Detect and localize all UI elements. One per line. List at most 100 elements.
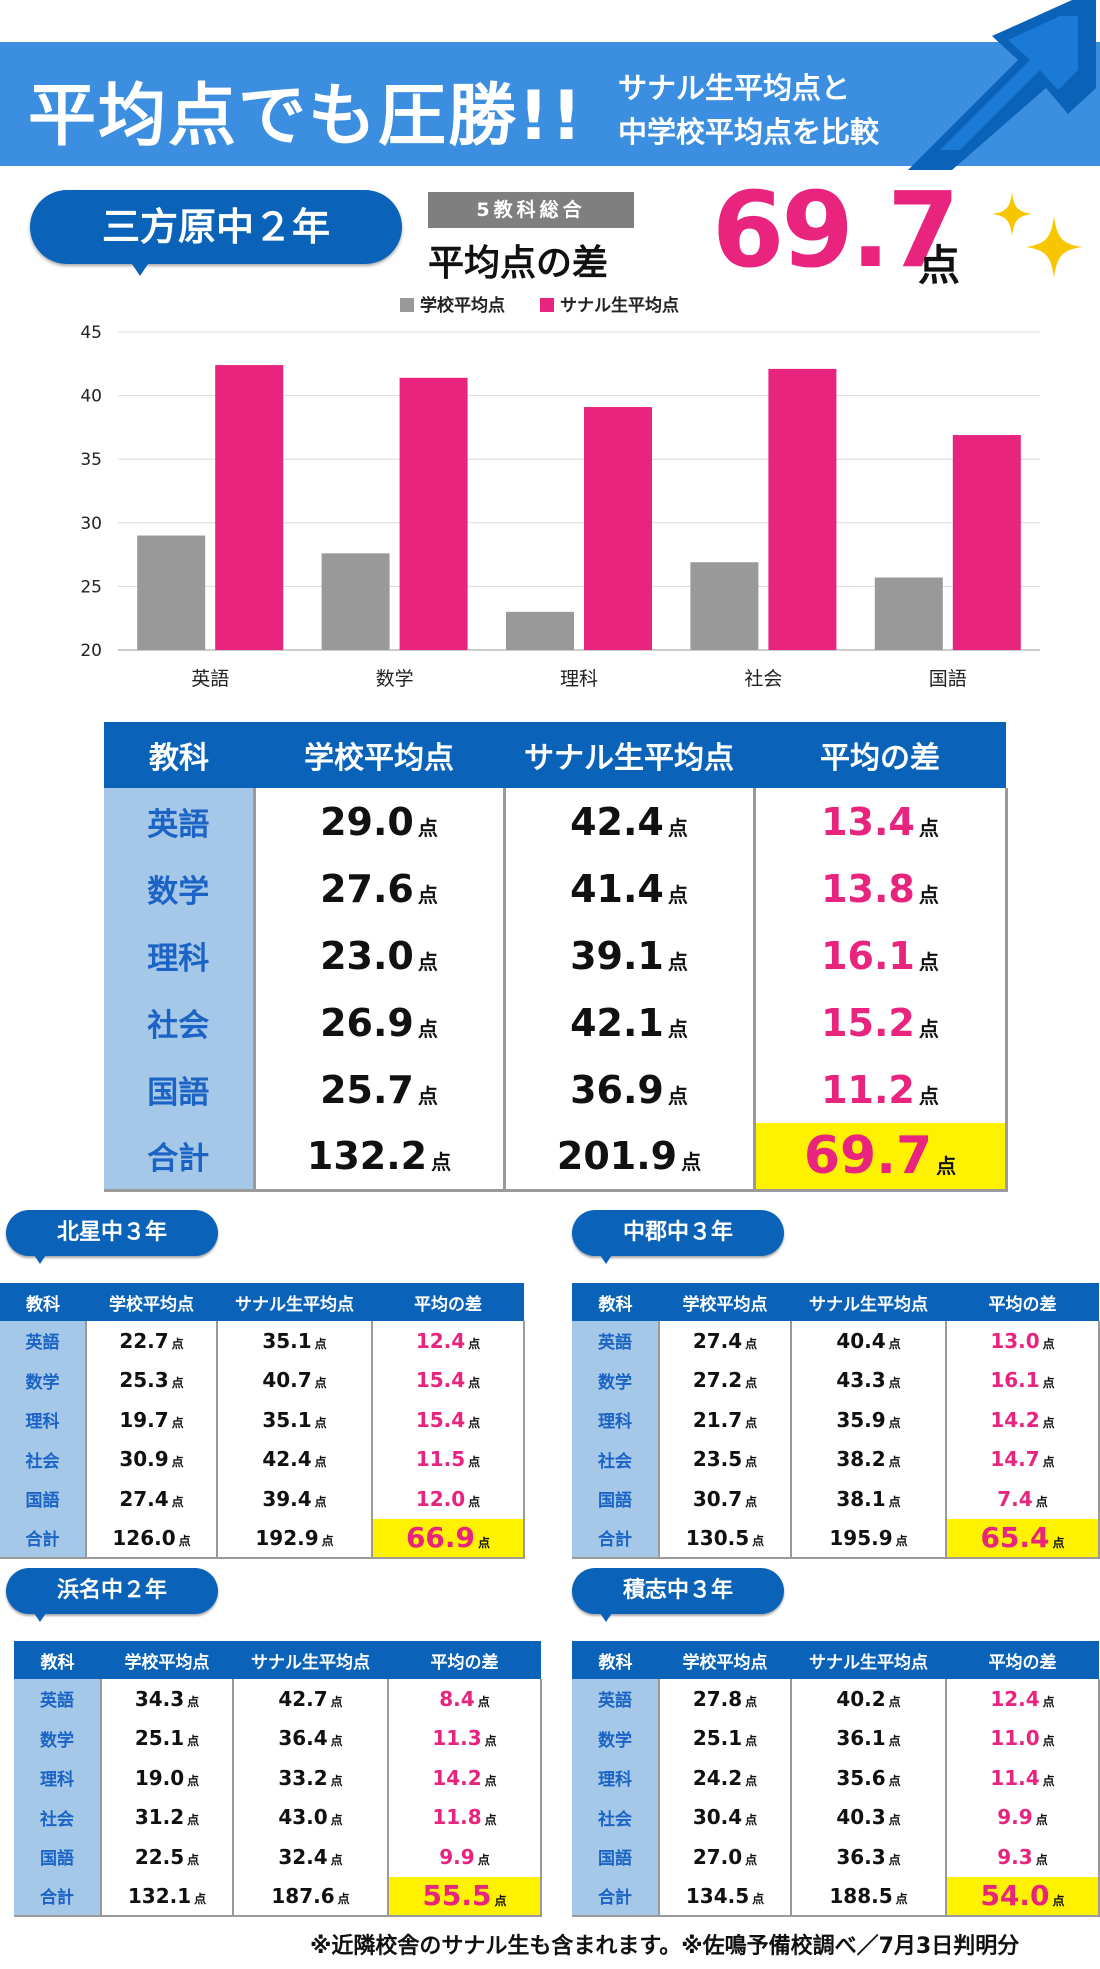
school-table-header: サナル生平均点 — [233, 1641, 388, 1679]
score-unit: 点 — [187, 1852, 200, 1867]
score-cell: 30.7 点 — [659, 1479, 792, 1519]
legend-label-1: サナル生平均点 — [560, 295, 679, 316]
score-unit: 点 — [314, 1336, 327, 1351]
score-value: 12.4 — [415, 1328, 466, 1353]
score-cell: 201.9 点 — [504, 1123, 756, 1192]
school-table-header: 学校平均点 — [86, 1283, 217, 1321]
score-value: 11.0 — [990, 1726, 1040, 1751]
score-value: 35.1 — [262, 1407, 312, 1432]
subject-cell: 社会 — [104, 989, 256, 1056]
score-cell: 19.7 点 — [86, 1400, 218, 1440]
score-value: 126.0 — [112, 1525, 176, 1550]
score-unit: 点 — [745, 1773, 758, 1788]
table-row: 合計 132.1 点 187.6 点 55.5 点 — [14, 1876, 542, 1917]
score-unit: 点 — [745, 1813, 758, 1828]
subject-cell: 理科 — [104, 922, 256, 989]
school-table-header: サナル生平均点 — [217, 1283, 372, 1321]
score-cell: 40.7 点 — [217, 1360, 373, 1400]
table-row: 英語 27.4 点 40.4 点 13.0 点 — [572, 1321, 1100, 1361]
school-badge-main: 三方原中２年 — [30, 190, 402, 264]
score-cell: 38.2 点 — [791, 1439, 947, 1479]
bar-4-1 — [952, 435, 1021, 650]
score-cell: 25.1 点 — [101, 1718, 234, 1758]
school-score-table: 教科 学校平均点 サナル生平均点 平均の差 英語 27.4 点 40.4 点 13.0 点数学 27.… — [572, 1283, 1100, 1559]
score-unit: 点 — [171, 1455, 184, 1470]
school-table-header: 平均の差 — [388, 1641, 541, 1679]
score-unit: 点 — [484, 1773, 497, 1788]
score-cell: 38.1 点 — [791, 1479, 947, 1519]
score-value: 132.2 — [306, 1133, 428, 1178]
score-cell: 192.9 点 — [217, 1518, 373, 1559]
score-unit: 点 — [494, 1894, 507, 1909]
score-cell: 42.7 点 — [233, 1679, 389, 1719]
score-cell: 32.4 点 — [233, 1837, 389, 1877]
score-unit: 点 — [417, 882, 438, 907]
score-cell: 25.1 点 — [659, 1718, 792, 1758]
score-value: 12.4 — [990, 1686, 1040, 1711]
table-row: 数学 25.1 点 36.1 点 11.0 点 — [572, 1718, 1100, 1758]
score-value: 13.8 — [821, 866, 915, 911]
score-unit: 点 — [1042, 1376, 1055, 1391]
school-badge: 積志中３年 — [572, 1568, 784, 1614]
score-value: 30.7 — [692, 1486, 743, 1511]
score-cell: 13.4 点 — [754, 788, 1008, 855]
score-cell: 42.1 点 — [504, 989, 756, 1056]
y-tick-label: 20 — [80, 641, 102, 661]
score-value: 30.9 — [119, 1447, 169, 1472]
score-unit: 点 — [1042, 1694, 1055, 1709]
x-tick-label: 理科 — [560, 668, 598, 690]
score-value: 13.0 — [990, 1328, 1040, 1353]
score-value: 25.1 — [692, 1726, 743, 1751]
score-unit: 点 — [417, 1016, 438, 1041]
score-cell: 15.4 点 — [372, 1400, 525, 1440]
score-value: 13.4 — [821, 799, 915, 844]
score-value: 54.0 — [980, 1879, 1050, 1913]
score-value: 24.2 — [692, 1765, 743, 1790]
score-cell: 8.4 点 — [388, 1679, 542, 1719]
score-unit: 点 — [484, 1734, 497, 1749]
school-table-header: 教科 — [572, 1641, 659, 1679]
y-tick-label: 45 — [80, 323, 102, 343]
score-value: 29.0 — [320, 799, 414, 844]
score-cell: 33.2 点 — [233, 1758, 389, 1798]
subject-cell: 合計 — [14, 1876, 102, 1917]
score-unit: 点 — [1042, 1734, 1055, 1749]
score-unit: 点 — [895, 1533, 908, 1548]
score-value: 43.0 — [278, 1805, 328, 1830]
score-unit: 点 — [745, 1415, 758, 1430]
school-score-table: 教科 学校平均点 サナル生平均点 平均の差 英語 22.7 点 35.1 点 12.4 点数学 25.… — [0, 1283, 525, 1559]
score-cell: 7.4 点 — [946, 1479, 1100, 1519]
score-unit: 点 — [477, 1694, 490, 1709]
y-tick-label: 35 — [80, 450, 102, 470]
diff-label: 平均点の差 — [428, 243, 609, 284]
score-cell: 15.2 点 — [754, 989, 1008, 1056]
score-cell: 42.4 点 — [504, 788, 756, 855]
subject-cell: 合計 — [572, 1876, 660, 1917]
score-value: 130.5 — [685, 1525, 750, 1550]
score-value: 11.3 — [432, 1726, 482, 1751]
score-cell: 12.4 点 — [946, 1679, 1100, 1719]
score-unit: 点 — [194, 1891, 207, 1906]
score-unit: 点 — [431, 1149, 452, 1174]
table-row: 理科 19.7 点 35.1 点 15.4 点 — [0, 1400, 525, 1440]
score-cell: 11.4 点 — [946, 1758, 1100, 1798]
subject-cell: 英語 — [14, 1679, 102, 1719]
score-cell: 41.4 点 — [504, 855, 756, 922]
banner-subtitle-line2: 中学校平均点を比較 — [618, 115, 880, 149]
score-cell: 36.1 点 — [791, 1718, 947, 1758]
school-score-table: 教科 学校平均点 サナル生平均点 平均の差 英語 34.3 点 42.7 点 8.4 点数学 25.1… — [14, 1641, 542, 1917]
score-unit: 点 — [745, 1455, 758, 1470]
score-value: 15.4 — [415, 1407, 466, 1432]
school-badge: 中郡中３年 — [572, 1210, 784, 1256]
legend-label-0: 学校平均点 — [420, 295, 505, 316]
subject-cell: 国語 — [14, 1837, 102, 1877]
table-row: 国語 22.5 点 32.4 点 9.9 点 — [14, 1837, 542, 1877]
subject-cell: 数学 — [104, 855, 256, 922]
score-cell: 34.3 点 — [101, 1679, 234, 1719]
score-unit: 点 — [895, 1891, 908, 1906]
score-value: 43.3 — [836, 1368, 886, 1393]
score-unit: 点 — [918, 949, 939, 974]
score-unit: 点 — [171, 1336, 184, 1351]
subject-cell: 合計 — [0, 1518, 87, 1559]
score-unit: 点 — [752, 1891, 765, 1906]
